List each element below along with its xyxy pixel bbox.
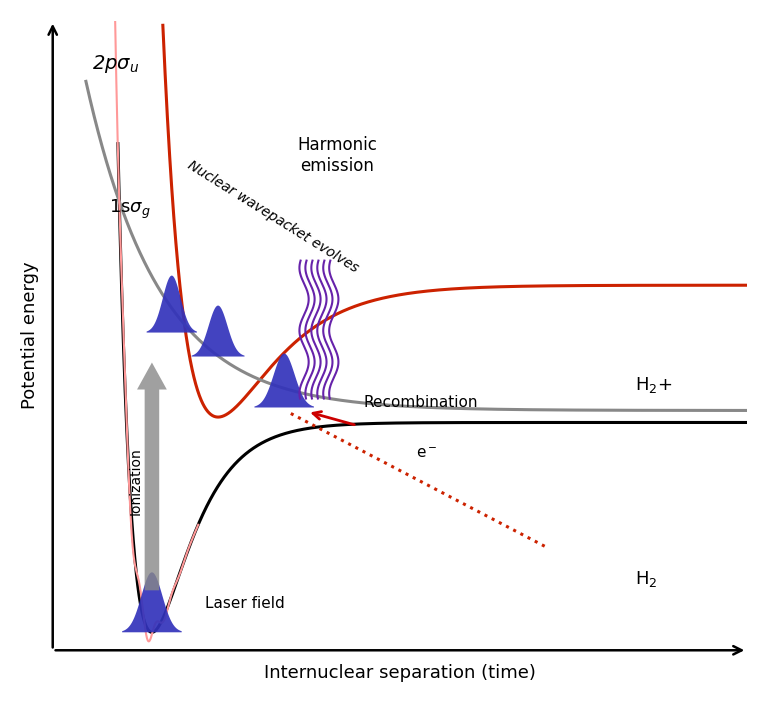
Text: 1s$\sigma_g$: 1s$\sigma_g$ [109, 198, 151, 221]
Text: 2p$\sigma_u$: 2p$\sigma_u$ [92, 53, 140, 75]
Polygon shape [254, 354, 314, 408]
Polygon shape [147, 276, 197, 333]
Text: e$^-$: e$^-$ [416, 446, 438, 461]
X-axis label: Internuclear separation (time): Internuclear separation (time) [264, 664, 536, 682]
Text: Laser field: Laser field [205, 596, 285, 612]
Text: Harmonic
emission: Harmonic emission [297, 136, 377, 175]
Polygon shape [191, 306, 244, 356]
Text: Nuclear wavepacket evolves: Nuclear wavepacket evolves [185, 158, 361, 276]
Text: Recombination: Recombination [363, 396, 478, 411]
FancyArrow shape [137, 363, 167, 591]
Text: Ionization: Ionization [129, 448, 143, 515]
Text: H$_2$: H$_2$ [634, 569, 657, 589]
Text: H$_2$+: H$_2$+ [634, 375, 672, 394]
Polygon shape [122, 572, 182, 632]
Y-axis label: Potential energy: Potential energy [21, 262, 39, 409]
